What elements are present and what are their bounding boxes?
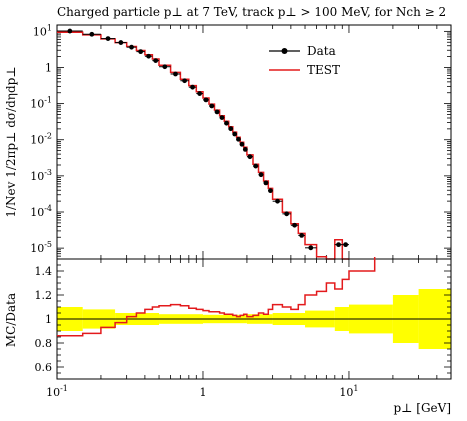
data-point (209, 103, 215, 109)
ratio-x-ticks (56, 259, 452, 379)
x-tick-label: 1 (199, 386, 206, 399)
data-point (214, 109, 220, 115)
main-series (57, 28, 349, 260)
ratio-series (57, 257, 451, 337)
data-point (268, 188, 273, 194)
data-point (67, 28, 73, 34)
data-point (197, 91, 203, 96)
data-point (239, 141, 245, 147)
legend-data-marker (281, 48, 288, 54)
main-y-tick-label: 101 (33, 23, 52, 38)
data-point (153, 58, 159, 64)
data-point (182, 78, 188, 84)
data-point (232, 131, 238, 137)
ratio-y-tick-label: 1.2 (35, 289, 53, 302)
data-point (118, 40, 124, 45)
main-x-ticks (56, 25, 452, 259)
data-point (292, 222, 298, 228)
legend-data-label: Data (307, 44, 336, 58)
x-tick-label: 10-1 (46, 384, 68, 399)
data-point (203, 97, 209, 103)
main-y-tick-label: 10-2 (30, 132, 52, 147)
main-y-tick-label: 10-5 (30, 240, 52, 255)
data-point (105, 36, 111, 42)
data-point (299, 233, 305, 238)
x-axis-label: p⊥ [GeV] (394, 401, 452, 415)
main-y-tick-label: 1 (45, 61, 52, 74)
data-point (247, 154, 253, 160)
data-point (89, 31, 95, 37)
ratio-y-ticks: 0.6 0.8 1 1.2 1.4 (35, 258, 451, 380)
legend-test-label: TEST (307, 63, 340, 77)
data-point (162, 64, 168, 70)
main-panel: 101 1 10-1 10-2 10-3 10-4 10-5 1/Nev 1/2πp⊥ dσ… (4, 23, 452, 260)
chart-title: Charged particle p⊥ at 7 TeV, track p⊥ >… (57, 5, 446, 19)
data-point (190, 84, 195, 90)
data-point (138, 49, 144, 55)
main-test-histogram (57, 31, 349, 260)
data-point (219, 115, 225, 121)
data-point (242, 147, 248, 152)
data-point (173, 71, 178, 77)
data-point (129, 44, 134, 50)
legend: Data TEST (269, 44, 340, 77)
main-y-tick-label: 10-4 (30, 204, 52, 219)
x-tick-label: 101 (339, 384, 358, 399)
data-point (146, 53, 152, 59)
data-point (275, 198, 280, 204)
ratio-y-tick-label: 0.8 (35, 337, 53, 350)
ratio-y-tick-label: 1.4 (35, 265, 53, 278)
main-plot-frame (56, 24, 452, 260)
data-point (253, 163, 259, 169)
main-y-tick-label: 10-3 (30, 168, 52, 183)
x-tick-labels: 10-1 1 101 (46, 384, 358, 399)
ratio-panel: 0.6 0.8 1 1.2 1.4 MC/Data (4, 257, 452, 380)
ratio-y-axis-label: MC/Data (4, 293, 18, 347)
data-point (236, 136, 241, 142)
data-point (284, 211, 290, 217)
data-point (263, 180, 269, 186)
ratio-test-histogram (57, 257, 376, 337)
data-point (308, 245, 314, 251)
main-y-tick-label: 10-1 (30, 96, 52, 111)
main-y-axis-label: 1/Nev 1/2πp⊥ dσ/dηdp⊥ (4, 66, 18, 217)
data-point (336, 242, 341, 248)
ratio-y-tick-label: 1 (45, 313, 52, 326)
ratio-y-tick-label: 0.6 (35, 361, 53, 374)
data-point (343, 242, 349, 248)
data-point (224, 120, 229, 126)
data-point (258, 172, 264, 178)
data-point (228, 126, 234, 132)
